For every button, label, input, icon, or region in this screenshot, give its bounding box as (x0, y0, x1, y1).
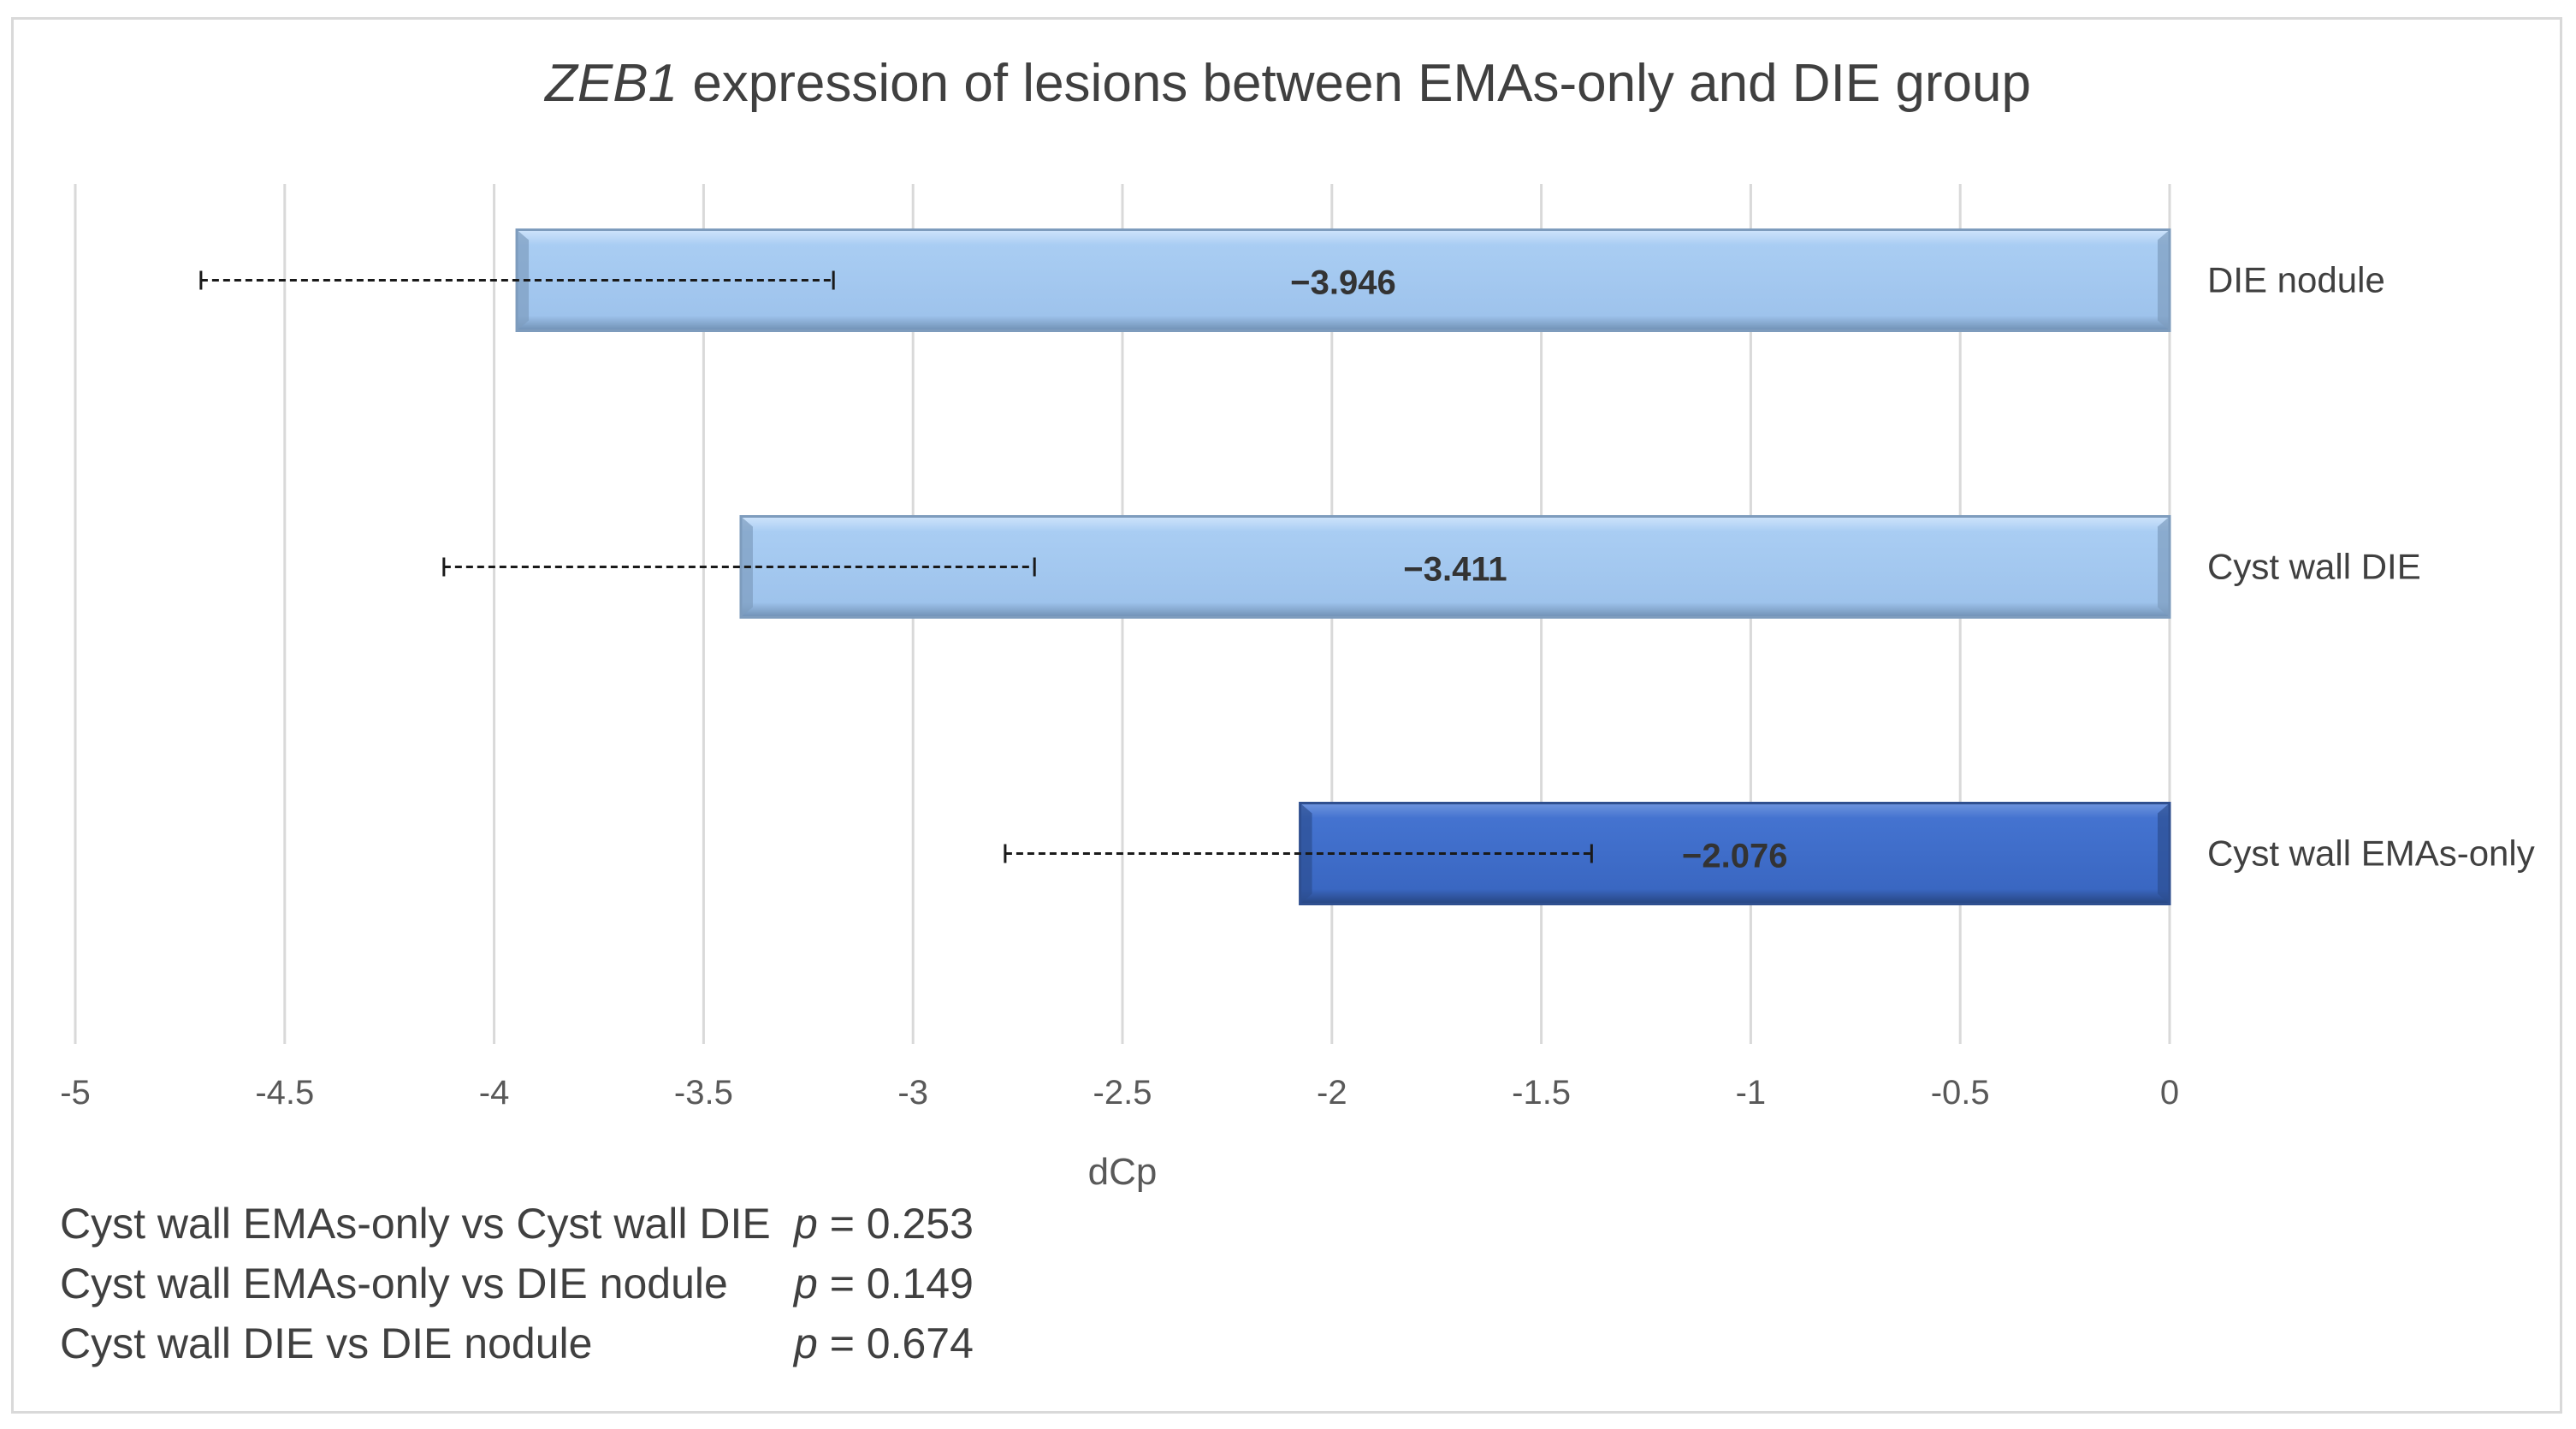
stat-p-value: p = 0.253 (794, 1194, 974, 1254)
labels: -5 -4.5 -4 -3.5 -3 -2.5 -2 -1.5 -1 -0.5 0 −3.946 DIE… (60, 260, 2535, 1112)
category-label: Cyst wall DIE (2207, 547, 2421, 587)
x-axis-title: dCp (1088, 1151, 1158, 1193)
x-tick-label: -3.5 (674, 1074, 733, 1112)
bar-bevel-right (2158, 803, 2170, 904)
bar-bevel-right (2158, 516, 2170, 618)
x-tick-label: -4.5 (255, 1074, 314, 1112)
chart-title-gene: ZEB1 (545, 54, 678, 113)
x-tick-label: -0.5 (1931, 1074, 1990, 1112)
data-label: −3.411 (1403, 551, 1507, 589)
chart-title-text: expression of lesions between EMAs-only … (678, 54, 2031, 113)
stat-p-value: p = 0.149 (794, 1254, 974, 1313)
x-tick-label: -2.5 (1093, 1074, 1152, 1112)
data-label: −2.076 (1682, 838, 1787, 875)
stat-p-number: = 0.674 (817, 1319, 974, 1367)
stat-comparison: Cyst wall EMAs-only vs DIE nodule (60, 1260, 728, 1307)
chart-title: ZEB1 expression of lesions between EMAs-… (0, 53, 2576, 114)
stat-p-number: = 0.149 (817, 1260, 974, 1307)
bar-bevel-left (517, 229, 530, 331)
bars (515, 228, 2171, 905)
stat-p-value: p = 0.674 (794, 1313, 974, 1373)
x-tick-label: -2 (1317, 1074, 1347, 1112)
data-label: −3.946 (1290, 264, 1395, 302)
stat-p-symbol: p (794, 1200, 818, 1248)
stat-p-symbol: p (794, 1260, 818, 1307)
error-bars (199, 270, 1593, 863)
x-tick-label: 0 (2160, 1074, 2179, 1112)
x-tick-label: -1.5 (1512, 1074, 1571, 1112)
x-tick-label: -3 (897, 1074, 928, 1112)
stat-comparison: Cyst wall DIE vs DIE nodule (60, 1319, 593, 1367)
category-label: Cyst wall EMAs-only (2207, 833, 2535, 874)
stat-p-number: = 0.253 (817, 1200, 974, 1248)
x-tick-label: -4 (479, 1074, 510, 1112)
stat-p-symbol: p (794, 1319, 818, 1367)
x-tick-label: -5 (60, 1074, 91, 1112)
category-label: DIE nodule (2207, 260, 2385, 300)
stat-comparison: Cyst wall EMAs-only vs Cyst wall DIE (60, 1200, 771, 1248)
bar-bevel-right (2158, 229, 2170, 331)
x-tick-label: -1 (1736, 1074, 1767, 1112)
